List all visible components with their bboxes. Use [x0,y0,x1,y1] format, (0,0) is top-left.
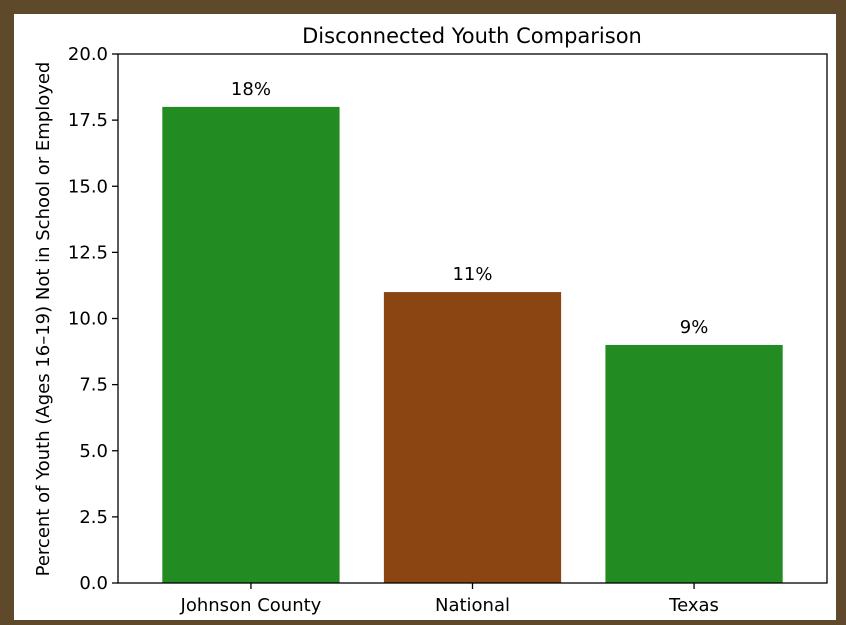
y-tick-label: 10.0 [68,309,108,330]
x-axis-ticks: Johnson County National Texas [180,583,719,616]
x-tick-label: Johnson County [180,595,322,616]
x-tick-label: National [435,595,510,616]
bars-layer [162,106,783,584]
plot-area-border [117,53,828,584]
bar-value-label-national: 11% [452,264,492,285]
chart-title: Disconnected Youth Comparison [302,24,642,48]
bar-national [383,292,562,583]
y-tick-label: 5.0 [79,441,108,462]
y-tick-label: 0.0 [79,573,108,594]
y-tick-label: 2.5 [79,507,108,528]
y-tick-label: 17.5 [68,110,108,131]
y-tick-label: 20.0 [68,44,108,65]
frame-bottom-bar [14,620,846,625]
y-tick-label: 7.5 [79,375,108,396]
bar-texas [605,344,783,583]
bar-value-label-johnson-county: 18% [231,79,271,100]
y-tick-label: 15.0 [68,176,108,197]
x-tick-label: Texas [668,595,719,616]
bar-labels-layer: 18% 11% 9% [231,79,708,338]
frame-right-strip [836,184,846,625]
y-tick-label: 12.5 [68,242,108,263]
bar-value-label-texas: 9% [680,317,709,338]
y-axis-ticks: 0.0 2.5 5.0 7.5 10.0 12.5 15.0 17.5 20.0 [68,44,118,594]
y-axis-label: Percent of Youth (Ages 16–19) Not in Sch… [33,62,54,577]
bar-johnson-county [162,106,340,584]
